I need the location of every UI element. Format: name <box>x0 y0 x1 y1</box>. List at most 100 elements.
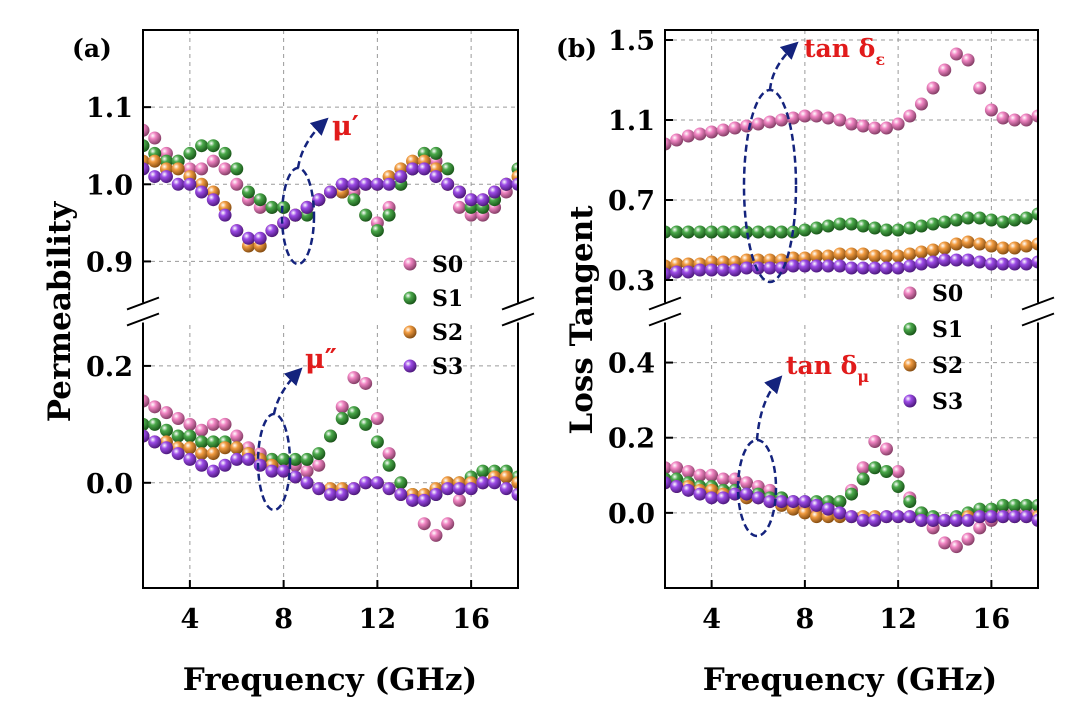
data-point <box>195 435 209 449</box>
legend-marker <box>403 257 417 271</box>
data-point <box>464 193 478 207</box>
data-point <box>810 510 824 524</box>
panel-b: 4 8 12 16 0.3 0.7 1.1 1.5 0.0 0.2 0.4 (b) Loss Tan… <box>556 26 1055 698</box>
data-point <box>833 113 847 127</box>
data-point <box>335 487 349 501</box>
data-point <box>488 185 502 199</box>
data-point <box>856 472 870 486</box>
data-point <box>763 261 777 275</box>
data-point <box>335 412 349 426</box>
data-point <box>810 249 824 263</box>
data-point <box>856 461 870 475</box>
break-mark <box>501 296 535 311</box>
data-point <box>143 394 150 408</box>
data-point <box>277 464 291 478</box>
data-point <box>938 241 952 255</box>
data-point <box>798 506 812 520</box>
data-point <box>452 200 466 214</box>
data-point <box>926 513 940 527</box>
data-point <box>938 215 952 229</box>
data-point <box>288 208 302 222</box>
tan-delta-epsilon-label: tan δε <box>804 34 885 69</box>
data-point <box>499 470 513 484</box>
data-point <box>288 452 302 466</box>
data-point <box>681 225 695 239</box>
data-point <box>300 464 314 478</box>
data-point <box>903 247 917 261</box>
x-tick-label: 4 <box>702 604 721 635</box>
legend-marker <box>403 325 417 339</box>
data-point <box>984 213 998 227</box>
data-point <box>476 193 490 207</box>
y-tick-label: 1.1 <box>608 106 655 137</box>
data-point <box>786 495 800 509</box>
data-point <box>300 200 314 214</box>
data-point <box>949 237 963 251</box>
data-point <box>798 495 812 509</box>
data-point <box>159 441 173 455</box>
series-s3 <box>143 162 518 507</box>
data-point <box>206 139 220 153</box>
data-points <box>665 47 1038 554</box>
data-point <box>705 468 719 482</box>
data-point <box>728 225 742 239</box>
data-point <box>370 224 384 238</box>
data-point <box>949 540 963 554</box>
legend-label: S1 <box>932 317 963 343</box>
data-point <box>670 265 684 279</box>
data-point <box>230 177 244 191</box>
data-point <box>335 400 349 414</box>
data-point <box>879 442 893 456</box>
data-point <box>195 185 209 199</box>
data-point <box>1008 257 1022 271</box>
data-point <box>230 224 244 238</box>
data-point <box>206 154 220 168</box>
y-tick-label: 0.3 <box>608 266 655 297</box>
data-point <box>996 215 1010 229</box>
data-point <box>984 257 998 271</box>
data-point <box>464 482 478 496</box>
data-point <box>716 491 730 505</box>
y-tick-label: 0.2 <box>608 424 655 455</box>
data-point <box>891 510 905 524</box>
data-point <box>961 513 975 527</box>
tan-delta-epsilon-annotation: tan δε <box>742 34 885 284</box>
data-point <box>693 263 707 277</box>
data-point <box>347 193 361 207</box>
legend-label: S0 <box>932 281 963 307</box>
data-point <box>230 441 244 455</box>
axis-break <box>648 296 1055 327</box>
x-tick-label: 4 <box>180 604 199 635</box>
annotation-arrow <box>296 117 329 169</box>
data-point <box>670 461 684 475</box>
break-gap <box>515 302 521 323</box>
data-point <box>312 193 326 207</box>
data-point <box>821 111 835 125</box>
break-gap <box>140 302 146 323</box>
data-point <box>914 257 928 271</box>
data-point <box>716 123 730 137</box>
data-point <box>740 261 754 275</box>
data-point <box>973 237 987 251</box>
data-point <box>1008 113 1022 127</box>
data-point <box>868 261 882 275</box>
data-point <box>879 465 893 479</box>
data-point <box>452 482 466 496</box>
data-point <box>845 217 858 231</box>
axis-ticks: 4 8 12 16 0.9 1.0 1.1 0.0 0.2 <box>86 93 490 635</box>
data-point <box>171 447 185 461</box>
axis-ticks: 4 8 12 16 0.3 0.7 1.1 1.5 0.0 0.2 0.4 <box>608 26 1010 635</box>
data-point <box>705 491 719 505</box>
data-point <box>740 119 754 133</box>
data-point <box>914 245 928 259</box>
data-point <box>821 259 835 273</box>
data-point <box>868 249 882 263</box>
data-point <box>973 521 987 535</box>
data-point <box>499 482 513 496</box>
data-point <box>763 115 777 129</box>
data-point <box>868 121 882 135</box>
data-point <box>429 487 443 501</box>
data-point <box>159 423 173 437</box>
data-point <box>359 417 373 431</box>
data-point <box>499 177 513 191</box>
